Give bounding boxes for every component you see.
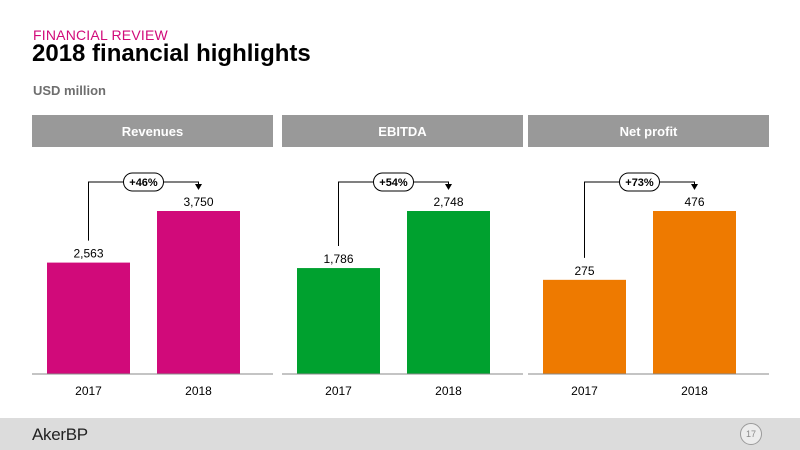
bar-2018 <box>157 211 240 374</box>
chart-header-revenues: Revenues <box>32 115 273 147</box>
bar-2018 <box>653 211 736 374</box>
chart-revenues: 2,563 2017 3,750 2018 +46% <box>32 172 273 398</box>
bar-value-label: 275 <box>574 264 594 278</box>
bar-2018 <box>407 211 490 374</box>
bar-2017 <box>47 262 130 374</box>
chart-ebitda: 1,786 2017 2,748 2018 +54% <box>282 172 523 398</box>
growth-badge <box>123 172 164 192</box>
chart-header-ebitda: EBITDA <box>282 115 523 147</box>
units-label: USD million <box>33 83 106 98</box>
bar-2017 <box>543 279 626 374</box>
growth-badge-label: +54% <box>379 177 408 189</box>
kicker: FINANCIAL REVIEW <box>33 27 168 43</box>
bar-value-label: 476 <box>684 195 704 209</box>
bar-value-label: 3,750 <box>183 195 213 209</box>
chart-panel-ebitda: EBITDA 1,786 2017 2,748 2018 +54% <box>282 115 523 398</box>
bar-2017 <box>297 268 380 374</box>
growth-arrow-icon <box>195 184 202 190</box>
chart-panel-net-profit: Net profit 275 2017 476 2018 +73% <box>528 115 769 398</box>
growth-arrow-icon <box>445 184 452 190</box>
chart-net-profit: 275 2017 476 2018 +73% <box>528 172 769 398</box>
growth-arrow-icon <box>691 184 698 190</box>
footer-bar: AkerBP 17 <box>0 418 800 450</box>
bar-value-label: 2,563 <box>73 247 103 261</box>
akerbp-logo: AkerBP <box>32 425 88 444</box>
chart-header-net-profit: Net profit <box>528 115 769 147</box>
chart-panel-revenues: Revenues 2,563 2017 3,750 2018 +46% <box>32 115 273 398</box>
x-tick-label: 2017 <box>571 384 598 398</box>
x-tick-label: 2018 <box>185 384 212 398</box>
bar-value-label: 2,748 <box>433 195 463 209</box>
bar-value-label: 1,786 <box>323 252 353 266</box>
page-title: 2018 financial highlights <box>32 40 311 67</box>
growth-badge <box>619 172 660 192</box>
x-tick-label: 2018 <box>681 384 708 398</box>
x-tick-label: 2017 <box>325 384 352 398</box>
x-tick-label: 2018 <box>435 384 462 398</box>
growth-badge-label: +46% <box>129 177 158 189</box>
page-number: 17 <box>740 423 762 445</box>
growth-badge-label: +73% <box>625 177 654 189</box>
x-tick-label: 2017 <box>75 384 102 398</box>
growth-badge <box>373 172 414 192</box>
